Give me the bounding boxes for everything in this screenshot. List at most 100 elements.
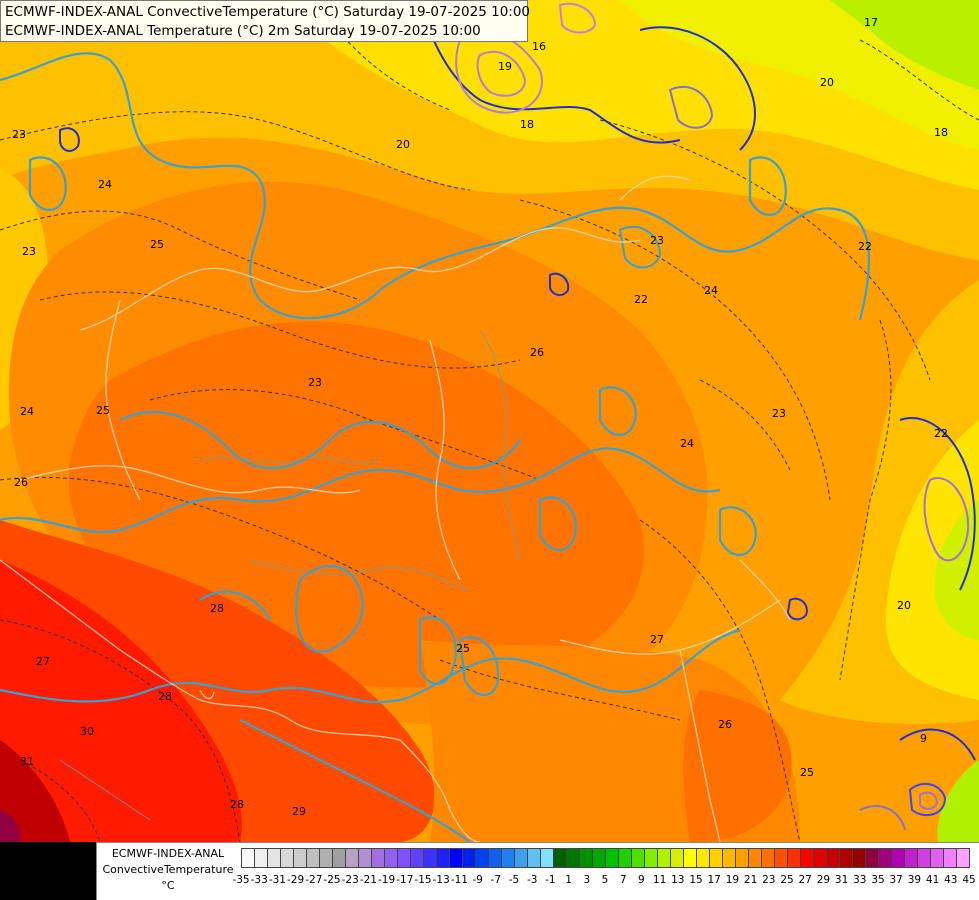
legend-swatch	[527, 848, 541, 868]
legend-swatch	[761, 848, 775, 868]
contour-label: 29	[292, 805, 306, 818]
contour-label: 25	[800, 766, 814, 779]
legend-tick-label: -17	[396, 874, 414, 886]
legend-tick-label: 15	[689, 874, 703, 886]
legend-tick-label: 13	[671, 874, 685, 886]
legend-swatch	[722, 848, 736, 868]
legend-tick-label: -15	[414, 874, 432, 886]
contour-label: 26	[14, 476, 28, 489]
legend-swatch	[800, 848, 814, 868]
legend-tick-label: -7	[490, 874, 502, 886]
title-temperature: ECMWF-INDEX-ANAL Temperature (°C) 2m Sat…	[5, 23, 481, 39]
legend-tick-label: -13	[432, 874, 450, 886]
legend-swatch	[839, 848, 853, 868]
legend-swatch	[865, 848, 879, 868]
legend-tick-label: -23	[341, 874, 359, 886]
contour-label: 20	[820, 76, 834, 89]
dark-core	[0, 810, 21, 842]
contour-label: 26	[530, 346, 544, 359]
legend-swatch	[891, 848, 905, 868]
legend-tick-label: 43	[944, 874, 958, 886]
legend-swatch	[501, 848, 515, 868]
legend-swatch	[670, 848, 684, 868]
legend-swatch	[436, 848, 450, 868]
green-region-northeast	[830, 0, 979, 90]
contour-label: 23	[308, 376, 322, 389]
legend-tick-label: 31	[834, 874, 849, 886]
legend-variable: ConvectiveTemperature	[102, 863, 234, 876]
legend-swatch	[735, 848, 749, 868]
convective-contours-high	[59, 0, 976, 831]
legend-tick-label: 27	[798, 874, 812, 886]
contour-label: 24	[98, 178, 112, 191]
country-borders	[0, 175, 791, 843]
contour-label: 23	[772, 407, 786, 420]
legend-swatch	[345, 848, 359, 868]
legend-tick-label: 11	[652, 874, 667, 886]
legend-swatch	[241, 848, 255, 868]
contour-label: 18	[934, 126, 948, 139]
legend-tick-label: -11	[450, 874, 468, 886]
contour-label: 24	[20, 405, 34, 418]
legend-swatch	[657, 848, 671, 868]
contour-label: 22	[858, 240, 872, 253]
legend-swatch	[514, 848, 528, 868]
contour-label: 23	[12, 128, 26, 141]
legend-swatch	[748, 848, 762, 868]
contour-label: 22	[634, 293, 648, 306]
contour-label: 23	[22, 245, 36, 258]
legend-tick-label: 21	[743, 874, 758, 886]
legend-tick-label: 25	[780, 874, 794, 886]
legend-tick-label: -29	[287, 874, 305, 886]
contour-label: 31	[20, 755, 34, 768]
legend-swatch	[254, 848, 268, 868]
legend-swatch	[566, 848, 580, 868]
legend-tick-label: 39	[907, 874, 922, 886]
legend-swatch	[397, 848, 411, 868]
legend-swatch	[813, 848, 827, 868]
contour-label: 20	[897, 599, 911, 612]
contour-label: 24	[680, 437, 694, 450]
legend-swatch	[592, 848, 606, 868]
legend-tick-label: -9	[472, 874, 483, 886]
legend-swatch	[462, 848, 476, 868]
legend-swatch	[306, 848, 320, 868]
contour-labels: 23 24 25 26 23 23 24 25 26 27 28 29 30 3…	[12, 16, 948, 818]
contour-label: 24	[704, 284, 718, 297]
legend-swatch	[319, 848, 333, 868]
legend-swatch	[293, 848, 307, 868]
legend-swatch	[943, 848, 957, 868]
legend-swatch	[787, 848, 801, 868]
hottest-core	[0, 740, 70, 842]
legend-tick-label: 7	[619, 874, 627, 886]
legend-swatch	[917, 848, 931, 868]
legend-tick-label: 33	[853, 874, 867, 886]
contour-label: 25	[456, 642, 470, 655]
legend-swatch	[709, 848, 723, 868]
title-convective: ECMWF-INDEX-ANAL ConvectiveTemperature (…	[5, 4, 531, 20]
contour-label: 9	[920, 732, 927, 745]
legend-swatch	[449, 848, 463, 868]
legend-swatch	[267, 848, 281, 868]
legend-swatch	[904, 848, 918, 868]
contour-label: 23	[650, 234, 664, 247]
contour-label: 28	[210, 602, 224, 615]
legend-swatch	[631, 848, 645, 868]
convective-contours	[0, 52, 870, 843]
legend-tick-label: -1	[545, 874, 556, 886]
legend-swatch	[774, 848, 788, 868]
legend-swatch	[579, 848, 593, 868]
legend-swatch	[683, 848, 697, 868]
contour-label: 22	[934, 427, 948, 440]
legend-source: ECMWF-INDEX-ANAL	[111, 847, 225, 860]
legend-tick-label: -35	[232, 874, 250, 886]
legend-swatch	[852, 848, 866, 868]
legend-unit: °C	[161, 879, 175, 892]
legend-swatch	[280, 848, 294, 868]
legend-tick-label: -3	[526, 874, 538, 886]
legend-swatch	[696, 848, 710, 868]
legend-swatch	[410, 848, 424, 868]
legend-swatch	[956, 848, 970, 868]
legend-tick-label: 41	[925, 874, 940, 886]
